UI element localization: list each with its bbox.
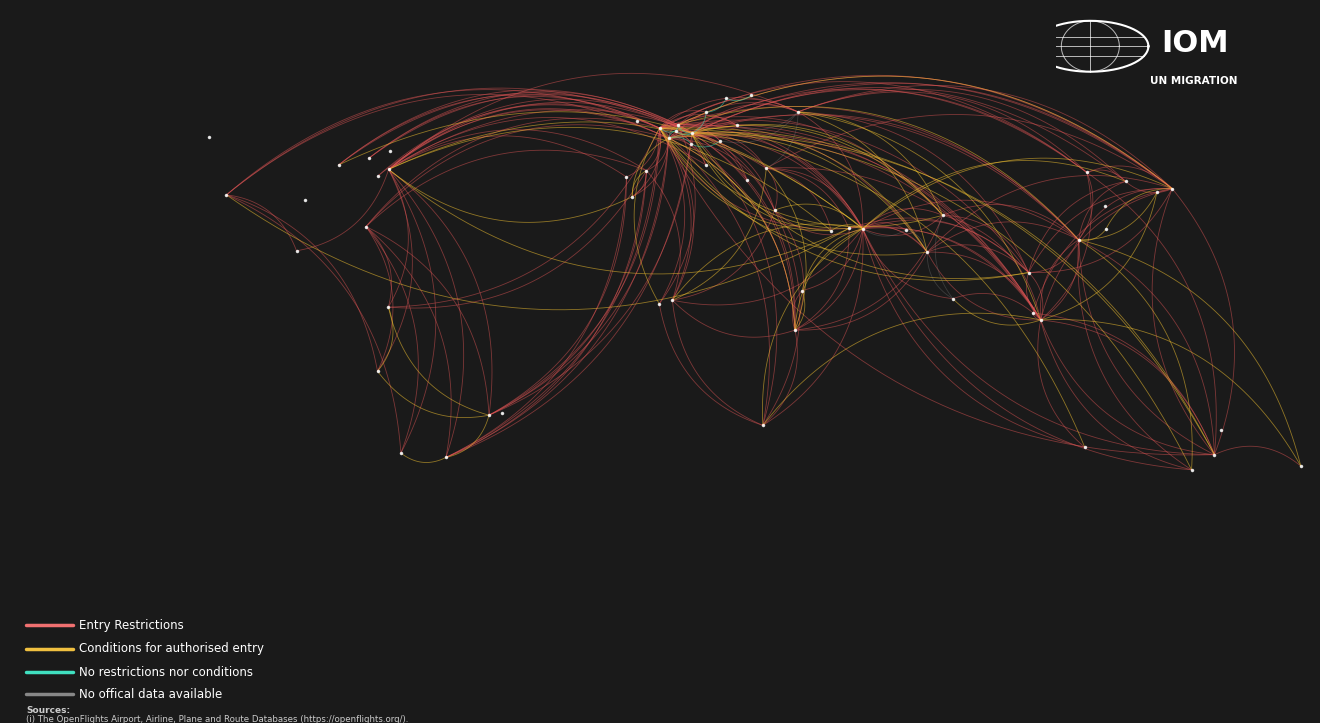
Text: IOM: IOM [1162,30,1229,59]
Text: No restrictions nor conditions: No restrictions nor conditions [79,666,253,679]
Text: Conditions for authorised entry: Conditions for authorised entry [79,642,264,655]
Text: (i) The OpenFlights Airport, Airline, Plane and Route Databases (https://openfli: (i) The OpenFlights Airport, Airline, Pl… [26,715,409,723]
Text: No offical data available: No offical data available [79,688,223,701]
Text: UN MIGRATION: UN MIGRATION [1150,76,1237,86]
Text: Sources:: Sources: [26,706,70,715]
Text: Entry Restrictions: Entry Restrictions [79,619,183,632]
